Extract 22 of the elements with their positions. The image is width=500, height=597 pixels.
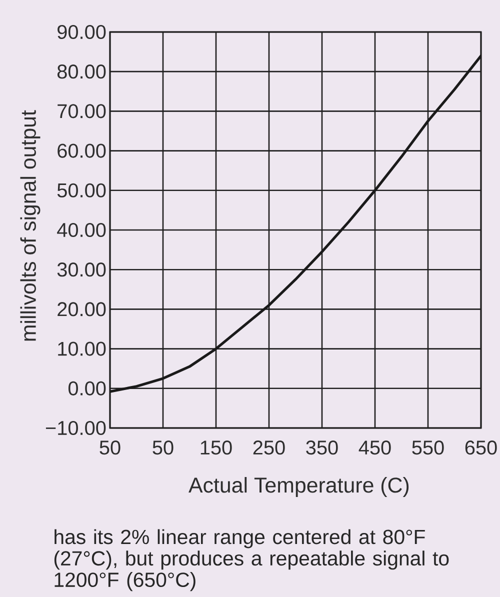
y-tick-label: 60.00 [58, 144, 106, 158]
y-axis-title: millivolts of signal output [20, 110, 40, 341]
x-axis-title: Actual Temperature (C) [188, 477, 409, 497]
y-tick-label: 70.00 [58, 104, 106, 118]
text: has its 2% linear range centered at 80°F (27°C), but produces a repeatable signal to 1200°F (650°C) [54, 529, 449, 592]
x-tick-label: 550 [412, 440, 444, 455]
x-tick-label: 450 [358, 440, 391, 455]
y-tick-label: 20.00 [58, 302, 106, 316]
y-tick-label: 50.00 [57, 183, 106, 198]
y-tick-label: −10.00 [46, 420, 106, 436]
x-tick-label: 350 [306, 440, 338, 455]
y-tick-label: 40.00 [57, 222, 106, 238]
x-tick-label: 650 [465, 440, 497, 455]
y-tick-label: 90.00 [58, 24, 106, 40]
x-tick-label: 50 [100, 440, 120, 455]
y-tick-label: 80.00 [57, 64, 106, 79]
y-tick-label: 0.00 [68, 381, 106, 396]
x-tick-label: 150 [200, 440, 232, 455]
x-tick-label: 250 [253, 440, 285, 455]
y-tick-label: 30.00 [57, 262, 106, 277]
x-tick-label: 50 [152, 440, 174, 455]
y-tick-label: 10.00 [58, 342, 106, 356]
